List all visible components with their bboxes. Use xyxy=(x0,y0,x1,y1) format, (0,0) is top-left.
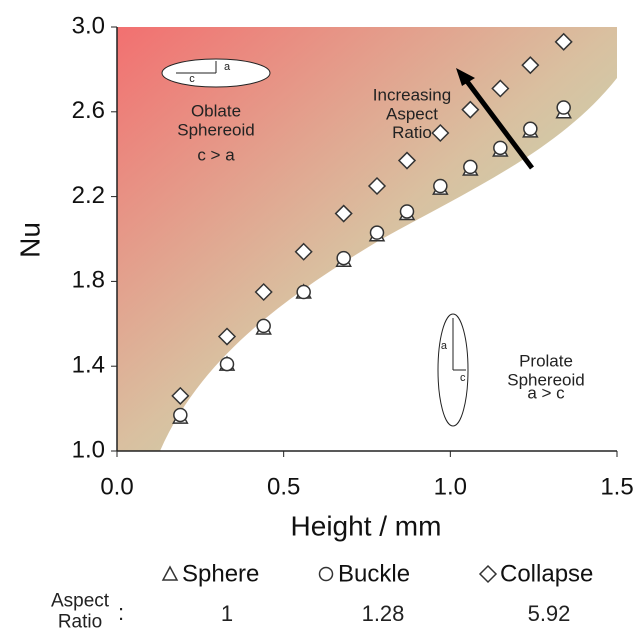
marker xyxy=(554,32,573,51)
legend-marker xyxy=(318,566,334,582)
y-axis-label: Nu xyxy=(14,222,45,258)
background-region xyxy=(117,27,617,451)
marker xyxy=(171,386,190,405)
marker xyxy=(399,204,415,219)
marker xyxy=(369,225,385,240)
aspect-ratio-label: Aspect Ratio xyxy=(51,591,110,633)
annotation: c > a xyxy=(197,145,235,164)
legend-label: Sphere xyxy=(182,560,259,587)
legend-label: Buckle xyxy=(338,560,410,587)
legend-label: Collapse xyxy=(500,560,593,587)
y-tick-label: 1.4 xyxy=(72,352,105,379)
x-tick-label: 0.0 xyxy=(100,473,133,500)
annotation: a > c xyxy=(527,383,565,402)
marker xyxy=(463,159,478,175)
marker xyxy=(556,100,571,115)
x-tick-label: 1.0 xyxy=(434,473,467,500)
marker xyxy=(493,140,508,156)
marker xyxy=(367,176,387,196)
marker xyxy=(217,327,237,346)
arrow xyxy=(464,78,534,170)
aspect-ratio-value: 1 xyxy=(221,601,233,626)
x-axis-label: Height / mm xyxy=(291,510,442,541)
annotation: Increasing Aspect Ratio xyxy=(373,86,451,142)
aspect-ratio-value: 5.92 xyxy=(528,601,571,626)
marker xyxy=(334,204,353,223)
marker xyxy=(296,284,311,300)
legend-marker xyxy=(161,565,179,581)
annotation: a xyxy=(441,340,448,352)
marker xyxy=(256,318,271,334)
x-tick-label: 0.5 xyxy=(267,473,300,500)
legend-marker xyxy=(478,564,498,584)
marker xyxy=(294,242,313,261)
y-tick-label: 1.0 xyxy=(72,436,105,463)
y-tick-label: 2.6 xyxy=(72,97,105,124)
x-tick-label: 1.5 xyxy=(600,473,633,500)
marker xyxy=(431,123,450,143)
annotation: Oblate Sphereoid xyxy=(177,102,255,140)
marker xyxy=(219,356,235,372)
marker xyxy=(173,407,188,423)
separator: : xyxy=(118,600,124,625)
marker xyxy=(521,56,540,75)
aspect-ratio-value: 1.28 xyxy=(362,601,405,626)
y-tick-label: 3.0 xyxy=(72,12,105,39)
marker xyxy=(433,178,448,194)
annotation: a xyxy=(224,61,231,73)
arrowhead xyxy=(456,68,475,86)
annotation: c xyxy=(460,372,466,384)
marker xyxy=(397,151,417,170)
marker xyxy=(461,100,480,119)
marker xyxy=(254,282,273,302)
marker xyxy=(336,250,351,266)
y-tick-label: 1.8 xyxy=(72,267,105,294)
annotation: Prolate Sphereoid xyxy=(507,352,585,390)
annotation: c xyxy=(189,73,195,85)
marker xyxy=(523,121,538,137)
y-tick-label: 2.2 xyxy=(72,182,105,209)
marker xyxy=(491,79,510,98)
